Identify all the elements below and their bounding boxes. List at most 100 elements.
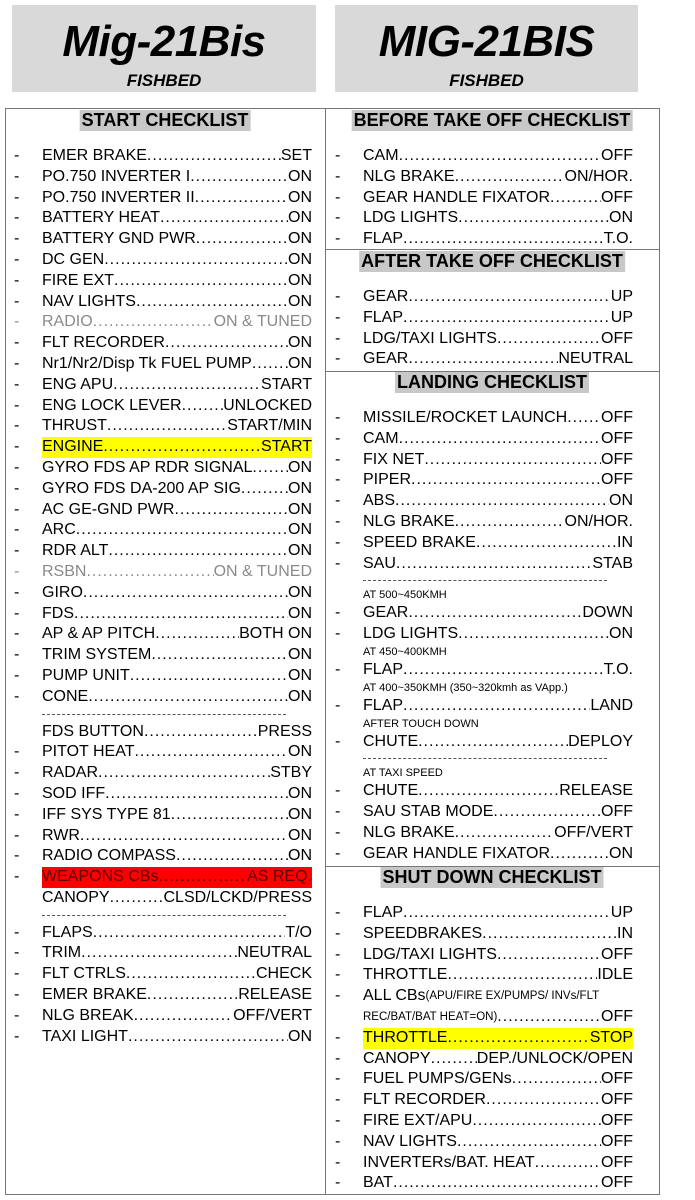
bullet-dash: - — [335, 823, 341, 841]
dot-leader — [108, 541, 288, 562]
checklist-item: - CONE ON — [14, 687, 312, 708]
item-value: PRESS — [257, 722, 312, 740]
item-value: ON & TUNED — [213, 313, 312, 331]
item-body: FIRE EXT ON — [42, 271, 312, 292]
checklist-item: - CHUTE RELEASE — [335, 781, 633, 802]
item-body: THRUST START/MIN — [42, 416, 312, 437]
shutdown-checklist: - FLAP UP - SPEEDBRAKES IN - LDG/TAXI LIGHTS OFF… — [335, 903, 633, 1194]
checklist-item: - AC GE-GND PWR ON — [14, 500, 312, 521]
checklist-item: - RSBN ON & TUNED — [14, 562, 312, 583]
item-value: OFF/VERT — [554, 823, 633, 841]
item-body: FLAP UP — [363, 308, 633, 329]
checklist-item: - SOD IFF ON — [14, 784, 312, 805]
item-value: START — [261, 438, 312, 456]
item-label: SAU STAB MODE — [363, 803, 494, 821]
checklist-item: - FLAP UP — [335, 308, 633, 329]
checklist-item: - FLAP UP — [335, 903, 633, 924]
item-value: ON — [288, 292, 312, 310]
checklist-item: REC/BAT/BAT HEAT=ON) OFF — [363, 1007, 633, 1028]
item-label: BATTERY GND PWR — [42, 230, 196, 248]
item-value: UP — [610, 288, 633, 305]
bullet-dash: - — [14, 500, 20, 518]
dot-leader — [113, 375, 261, 396]
dot-leader — [136, 292, 288, 313]
item-value: DOWN — [582, 604, 633, 622]
checklist-item: - INVERTERs/BAT. HEAT OFF — [335, 1153, 633, 1174]
item-body: REC/BAT/BAT HEAT=ON) OFF — [363, 1007, 633, 1028]
dot-leader — [151, 645, 288, 666]
bullet-dash: - — [335, 987, 341, 1005]
checklist-item: - ALL CBs (APU/FIRE EX/PUMPS/ INVs/FLT — [335, 986, 633, 1007]
dot-leader — [126, 964, 256, 985]
item-label: FLAP — [363, 660, 404, 678]
checklist-item: - RWR ON — [14, 826, 312, 847]
dot-leader — [252, 354, 288, 375]
dot-leader — [550, 844, 609, 865]
item-body: LDG LIGHTS ON — [363, 624, 633, 645]
item-body: FLAP T.O. — [363, 229, 633, 250]
item-value: IN — [617, 533, 633, 551]
checklist-item: - FLT RECORDER ON — [14, 333, 312, 354]
item-label: AC GE-GND PWR — [42, 500, 175, 518]
bullet-dash: - — [14, 1006, 20, 1024]
dot-leader — [482, 924, 617, 945]
checklist-item: - FLAP T.O. — [335, 229, 633, 250]
item-body: ENGINE START — [42, 437, 312, 458]
aircraft-subtitle: FISHBED — [449, 71, 524, 90]
dot-leader — [476, 533, 617, 554]
bullet-dash: - — [335, 1174, 341, 1192]
item-value: OFF — [601, 450, 633, 468]
bullet-dash: - — [14, 438, 20, 456]
dot-leader — [195, 188, 288, 209]
dot-leader — [158, 867, 247, 888]
speed-note: AFTER TOUCH DOWN — [363, 717, 479, 730]
item-label: THROTTLE — [363, 966, 448, 984]
item-label: ABS — [363, 492, 396, 510]
item-label: CANOPY — [42, 888, 110, 906]
checklist-item: - RADAR STBY — [14, 763, 312, 784]
dot-leader — [182, 396, 223, 417]
item-body: INVERTERs/BAT. HEAT OFF — [363, 1153, 633, 1174]
checklist-item: - FIRE EXT ON — [14, 271, 312, 292]
checklist-item: - GYRO FDS AP RDR SIGNAL ON — [14, 458, 312, 479]
dot-leader — [455, 512, 565, 533]
checklist-item: - PITOT HEAT ON — [14, 742, 312, 763]
item-label: FLAP — [363, 230, 404, 248]
item-body: FLAPS T/O — [42, 923, 312, 944]
item-value: OFF — [601, 1111, 633, 1129]
checklist-item: - GEAR NEUTRAL — [335, 349, 633, 370]
dot-leader — [399, 429, 601, 450]
dot-leader — [567, 408, 601, 429]
dot-leader — [486, 1090, 601, 1111]
bullet-dash: - — [14, 188, 20, 206]
bullet-dash: - — [335, 1049, 341, 1067]
dot-leader — [174, 500, 288, 521]
bullet-dash: - — [335, 660, 341, 678]
dot-leader — [424, 450, 601, 471]
item-value: OFF — [601, 329, 633, 347]
dot-leader — [252, 458, 288, 479]
bullet-dash: - — [335, 604, 341, 622]
item-value: ON — [288, 826, 312, 844]
item-label: GYRO FDS DA-200 AP SIG — [42, 479, 241, 497]
item-body: SAU STAB — [363, 554, 633, 575]
item-value: ON — [288, 167, 312, 185]
column-divider — [325, 108, 326, 1195]
dot-leader — [458, 208, 609, 229]
item-body: RADAR STBY — [42, 763, 312, 784]
item-label: GEAR — [363, 288, 409, 305]
bullet-dash: - — [14, 417, 20, 435]
checklist-item: - EMER BRAKE RELEASE — [14, 985, 312, 1006]
item-body: BAT OFF — [363, 1173, 633, 1194]
item-label: THRUST — [42, 417, 107, 435]
bullet-dash: - — [335, 471, 341, 489]
item-body: RADIO COMPASS ON — [42, 846, 312, 867]
checklist-item: - CHUTE DEPLOY — [335, 732, 633, 753]
item-body: PIPER OFF — [363, 470, 633, 491]
dot-leader — [134, 742, 288, 763]
checklist-item: - LDG LIGHTS ON — [335, 624, 633, 645]
item-body: FDS BUTTON PRESS — [42, 722, 312, 743]
item-value: ON/HOR. — [564, 512, 633, 530]
item-value: ON — [288, 847, 312, 865]
bullet-dash: - — [335, 147, 341, 164]
